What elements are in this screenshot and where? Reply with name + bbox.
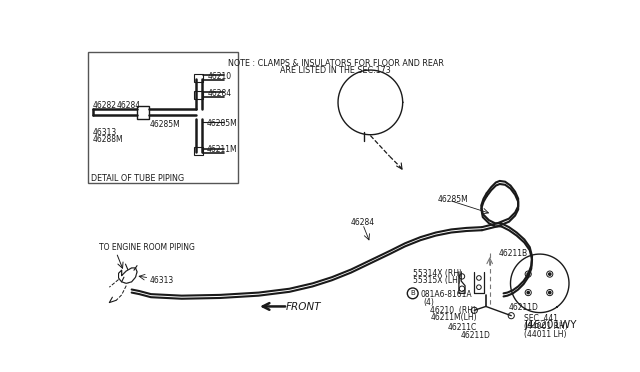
Circle shape [471,307,477,313]
Bar [194,74,204,81]
Bar [88,52,238,183]
Text: 46285M: 46285M [149,120,180,129]
Text: SEC. 441: SEC. 441 [524,314,558,323]
Text: 46313: 46313 [92,128,116,137]
Text: 55315X (LH): 55315X (LH) [413,276,461,285]
Circle shape [460,274,465,279]
Circle shape [547,271,553,277]
Circle shape [547,289,553,296]
Text: 46211D: 46211D [460,331,490,340]
Circle shape [525,289,531,296]
Bar [194,147,204,155]
Text: 46211C: 46211C [447,323,477,332]
Text: (44001 RH): (44001 RH) [524,322,568,331]
Text: 46211B: 46211B [499,249,528,258]
Text: 46210: 46210 [208,73,232,81]
Circle shape [548,291,551,294]
Text: DETAIL OF TUBE PIPING: DETAIL OF TUBE PIPING [91,174,184,183]
Text: (44011 LH): (44011 LH) [524,330,567,339]
Text: (4): (4) [424,298,435,307]
Text: 46284: 46284 [117,101,141,110]
Text: FRONT: FRONT [285,302,321,312]
Text: 46284: 46284 [351,218,375,227]
Circle shape [477,276,481,280]
Text: 46288M: 46288M [92,135,123,144]
Text: TO ENGINE ROOM PIPING: TO ENGINE ROOM PIPING [99,243,195,252]
Text: 46285M: 46285M [206,119,237,128]
Text: ARE LISTED IN THE SEC.173: ARE LISTED IN THE SEC.173 [280,66,391,75]
Text: 46313: 46313 [149,276,173,285]
Bar [194,91,204,99]
Text: 46284: 46284 [208,89,232,98]
Text: NOTE : CLAMPS & INSULATORS FOR FLOOR AND REAR: NOTE : CLAMPS & INSULATORS FOR FLOOR AND… [228,58,444,67]
Text: 55314X (RH): 55314X (RH) [413,269,461,278]
Circle shape [525,271,531,277]
Circle shape [407,288,418,299]
Circle shape [460,286,465,291]
Circle shape [527,291,529,294]
Circle shape [548,273,551,275]
Text: 46285M: 46285M [437,195,468,204]
Text: 081A6-8161A: 081A6-8161A [420,290,472,299]
Bar [137,106,149,119]
Text: 46210  (RH): 46210 (RH) [431,306,476,315]
Text: 46211M: 46211M [206,145,237,154]
Text: 46282: 46282 [92,101,116,110]
Circle shape [508,312,515,319]
Text: J46201WY: J46201WY [524,320,577,330]
Circle shape [477,285,481,289]
Text: 46211M(LH): 46211M(LH) [431,313,477,323]
Text: 46211D: 46211D [509,302,539,312]
Circle shape [527,273,529,275]
Text: B: B [410,291,415,296]
Polygon shape [118,268,137,283]
